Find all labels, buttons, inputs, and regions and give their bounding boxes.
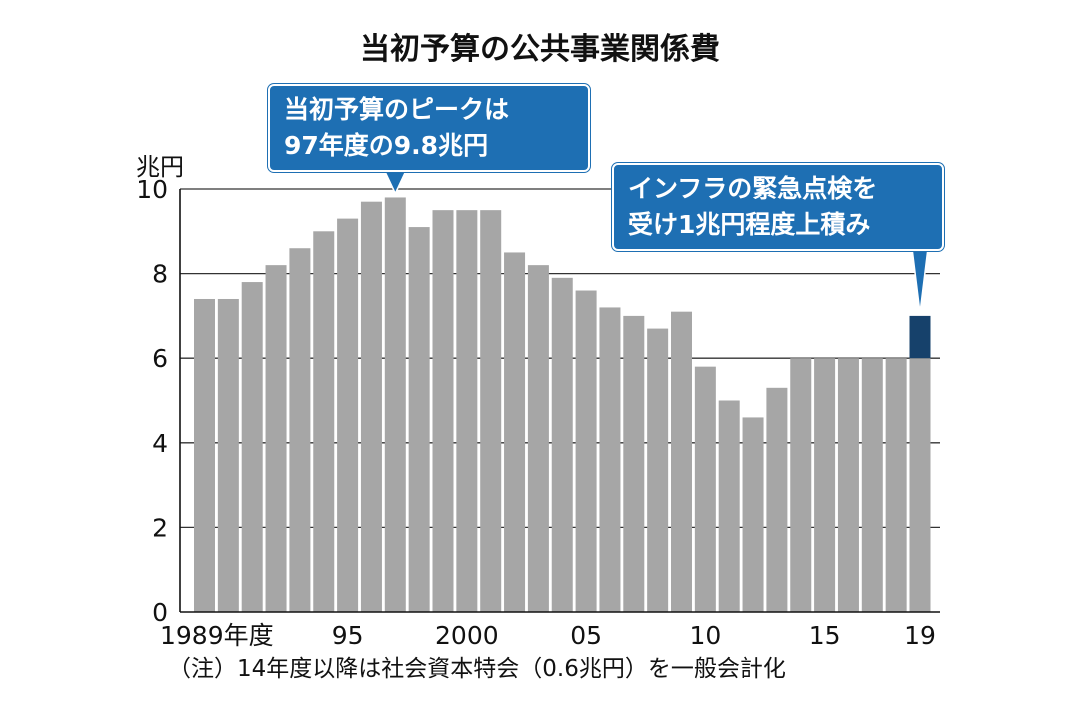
- bar-1996: [360, 201, 382, 612]
- axes: [179, 189, 940, 613]
- bar-2019: [909, 358, 931, 612]
- bar-2007: [623, 315, 645, 612]
- bar-2009: [671, 311, 692, 612]
- y-tick-label-0: 0: [152, 598, 168, 627]
- y-tick-labels: 0 2 4 6 8 10: [136, 175, 168, 627]
- bar-2003: [527, 265, 549, 612]
- x-tick-label-1995: 95: [332, 621, 364, 650]
- callout-infra-line-1: インフラの緊急点検を: [628, 174, 878, 203]
- x-tick-label-2000: 2000: [435, 621, 499, 650]
- bar-2016: [837, 358, 859, 612]
- y-tick-label-10: 10: [136, 175, 168, 204]
- bar-2010: [694, 366, 716, 612]
- x-tick-label-2005: 05: [570, 621, 602, 650]
- bar-1994: [313, 231, 335, 613]
- bar-1995: [337, 218, 359, 613]
- bar-2004: [551, 277, 573, 612]
- chart-note: （注）14年度以降は社会資本特会（0.6兆円）を一般会計化: [168, 656, 786, 682]
- bar-2008: [647, 328, 669, 612]
- bar-2012: [742, 417, 764, 612]
- x-tick-label-2015: 15: [809, 621, 841, 650]
- bar-2015: [814, 358, 836, 612]
- bar-1989: [194, 298, 215, 612]
- bar-1990: [217, 298, 239, 612]
- y-tick-label-2: 2: [152, 513, 168, 542]
- callout-infra: インフラの緊急点検を 受け1兆円程度上積み: [612, 163, 944, 251]
- bar-2005: [575, 290, 597, 612]
- x-tick-label-1989: 1989年度: [160, 621, 274, 650]
- bar-1999: [432, 210, 454, 612]
- bar-2014: [790, 358, 812, 612]
- bar-2013: [766, 387, 788, 612]
- bar-2001: [480, 210, 502, 612]
- bar-2019-increase: [909, 315, 931, 359]
- bar-2002: [504, 252, 526, 612]
- callout-peak-line-2: 97年度の9.8兆円: [284, 131, 489, 160]
- bar-1993: [289, 248, 311, 612]
- callout-peak: 当初予算のピークは 97年度の9.8兆円: [268, 84, 590, 172]
- callout-infra-line-2: 受け1兆円程度上積み: [628, 210, 871, 239]
- chart-title: 当初予算の公共事業関係費: [360, 32, 720, 67]
- bar-1997: [384, 197, 406, 612]
- x-tick-label-2019: 19: [904, 621, 936, 650]
- x-tick-label-2010: 10: [689, 621, 721, 650]
- callout-peak-line-1: 当初予算のピークは: [284, 95, 510, 124]
- bar-2006: [599, 307, 621, 612]
- y-tick-label-4: 4: [152, 429, 168, 458]
- callout-infra-pointer: [911, 247, 929, 313]
- bar-2017: [861, 358, 883, 612]
- x-tick-labels: 1989年度 95 2000 05 10 15 19: [160, 621, 936, 650]
- bar-2018: [885, 358, 907, 612]
- y-tick-label-6: 6: [152, 344, 168, 373]
- y-axis-unit-label: 兆円: [136, 153, 184, 181]
- bar-2011: [718, 400, 740, 612]
- bar-2000: [456, 210, 478, 612]
- bar-1998: [408, 227, 430, 612]
- y-tick-label-8: 8: [152, 260, 168, 289]
- bar-1991: [241, 282, 263, 612]
- bar-1992: [265, 265, 287, 612]
- bars: [194, 197, 931, 613]
